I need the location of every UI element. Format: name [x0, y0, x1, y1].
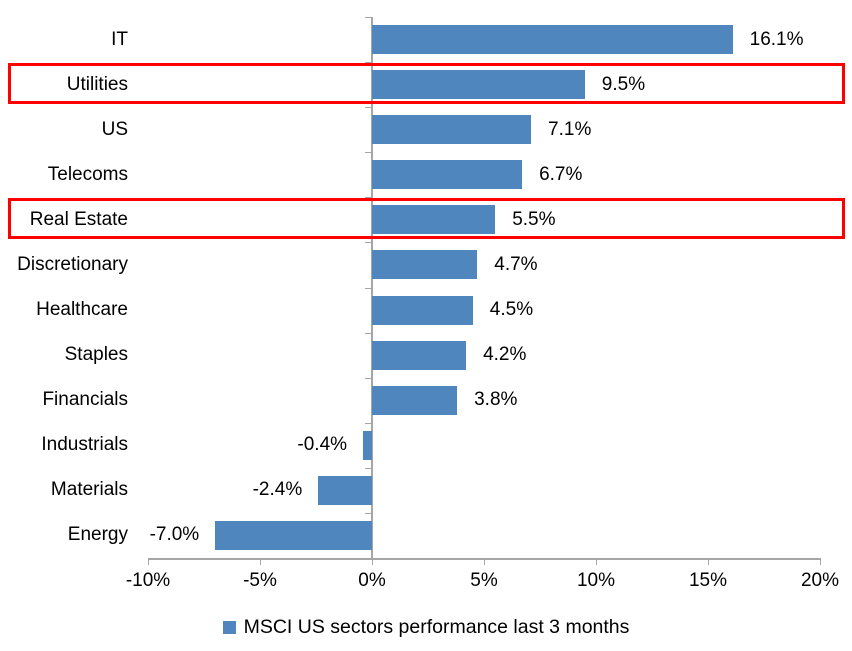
category-label: US	[101, 118, 128, 140]
value-label: 7.1%	[548, 118, 592, 140]
x-tick-label: 0%	[358, 570, 386, 591]
category-label: Industrials	[41, 434, 128, 456]
legend-label: MSCI US sectors performance last 3 month…	[243, 615, 630, 638]
bar	[372, 205, 496, 235]
x-tick-label: 15%	[688, 570, 728, 591]
category-label: Energy	[67, 524, 128, 546]
y-axis-tick	[365, 378, 372, 379]
category-label: Staples	[64, 344, 128, 366]
category-label: IT	[111, 28, 128, 50]
category-label: Materials	[50, 479, 128, 501]
bar	[372, 70, 585, 100]
y-axis-tick	[365, 558, 372, 559]
highlight-box-utilities	[8, 63, 845, 105]
x-tick-label: 20%	[800, 570, 840, 591]
x-tick-label: -5%	[243, 570, 277, 591]
value-label: 4.2%	[483, 344, 527, 366]
y-axis-tick	[365, 423, 372, 424]
value-label: 4.5%	[489, 299, 534, 321]
value-label: 5.5%	[512, 208, 556, 230]
y-axis-tick	[365, 197, 372, 198]
bar	[372, 250, 478, 280]
x-tick-label: 5%	[470, 570, 498, 591]
legend: MSCI US sectors performance last 3 month…	[0, 611, 852, 643]
bar	[372, 25, 733, 55]
value-label: 16.1%	[749, 28, 804, 50]
value-label: 9.5%	[601, 73, 646, 95]
bar	[318, 475, 372, 505]
y-axis-tick	[365, 17, 372, 18]
y-axis-tick	[365, 107, 372, 108]
value-label: -7.0%	[149, 524, 200, 546]
x-tick-label: 10%	[576, 570, 616, 591]
value-label: 6.7%	[539, 163, 583, 185]
x-axis-tick	[820, 558, 821, 565]
value-label: -2.4%	[252, 479, 303, 501]
x-tick-label: -10%	[125, 570, 171, 591]
bar	[372, 295, 473, 325]
x-axis-tick	[596, 558, 597, 565]
y-axis-tick	[365, 288, 372, 289]
y-axis-tick	[365, 62, 372, 63]
category-label: Utilities	[66, 73, 128, 95]
x-axis-tick	[260, 558, 261, 565]
x-axis-tick	[484, 558, 485, 565]
y-axis-tick	[365, 468, 372, 469]
category-label: Telecoms	[47, 163, 128, 185]
y-axis-tick	[365, 333, 372, 334]
y-axis-tick	[365, 513, 372, 514]
bar	[372, 385, 458, 415]
bar	[215, 520, 372, 550]
bar	[372, 160, 523, 190]
value-label: 4.7%	[494, 253, 538, 275]
bar	[372, 115, 532, 145]
legend-marker-icon	[222, 620, 236, 634]
highlight-box-real-estate	[8, 198, 845, 240]
y-axis-tick	[365, 152, 372, 153]
value-label: 3.8%	[474, 389, 518, 411]
x-axis-tick	[148, 558, 149, 565]
category-label: Financials	[42, 389, 128, 411]
category-label: Discretionary	[17, 253, 128, 275]
y-axis-tick	[365, 242, 372, 243]
bar	[372, 340, 467, 370]
x-axis-tick	[708, 558, 709, 565]
x-axis-tick	[372, 558, 373, 565]
value-label: -0.4%	[297, 434, 348, 456]
y-axis-line	[371, 17, 373, 558]
category-label: Real Estate	[29, 208, 128, 230]
category-label: Healthcare	[36, 299, 128, 321]
bar	[363, 430, 372, 460]
